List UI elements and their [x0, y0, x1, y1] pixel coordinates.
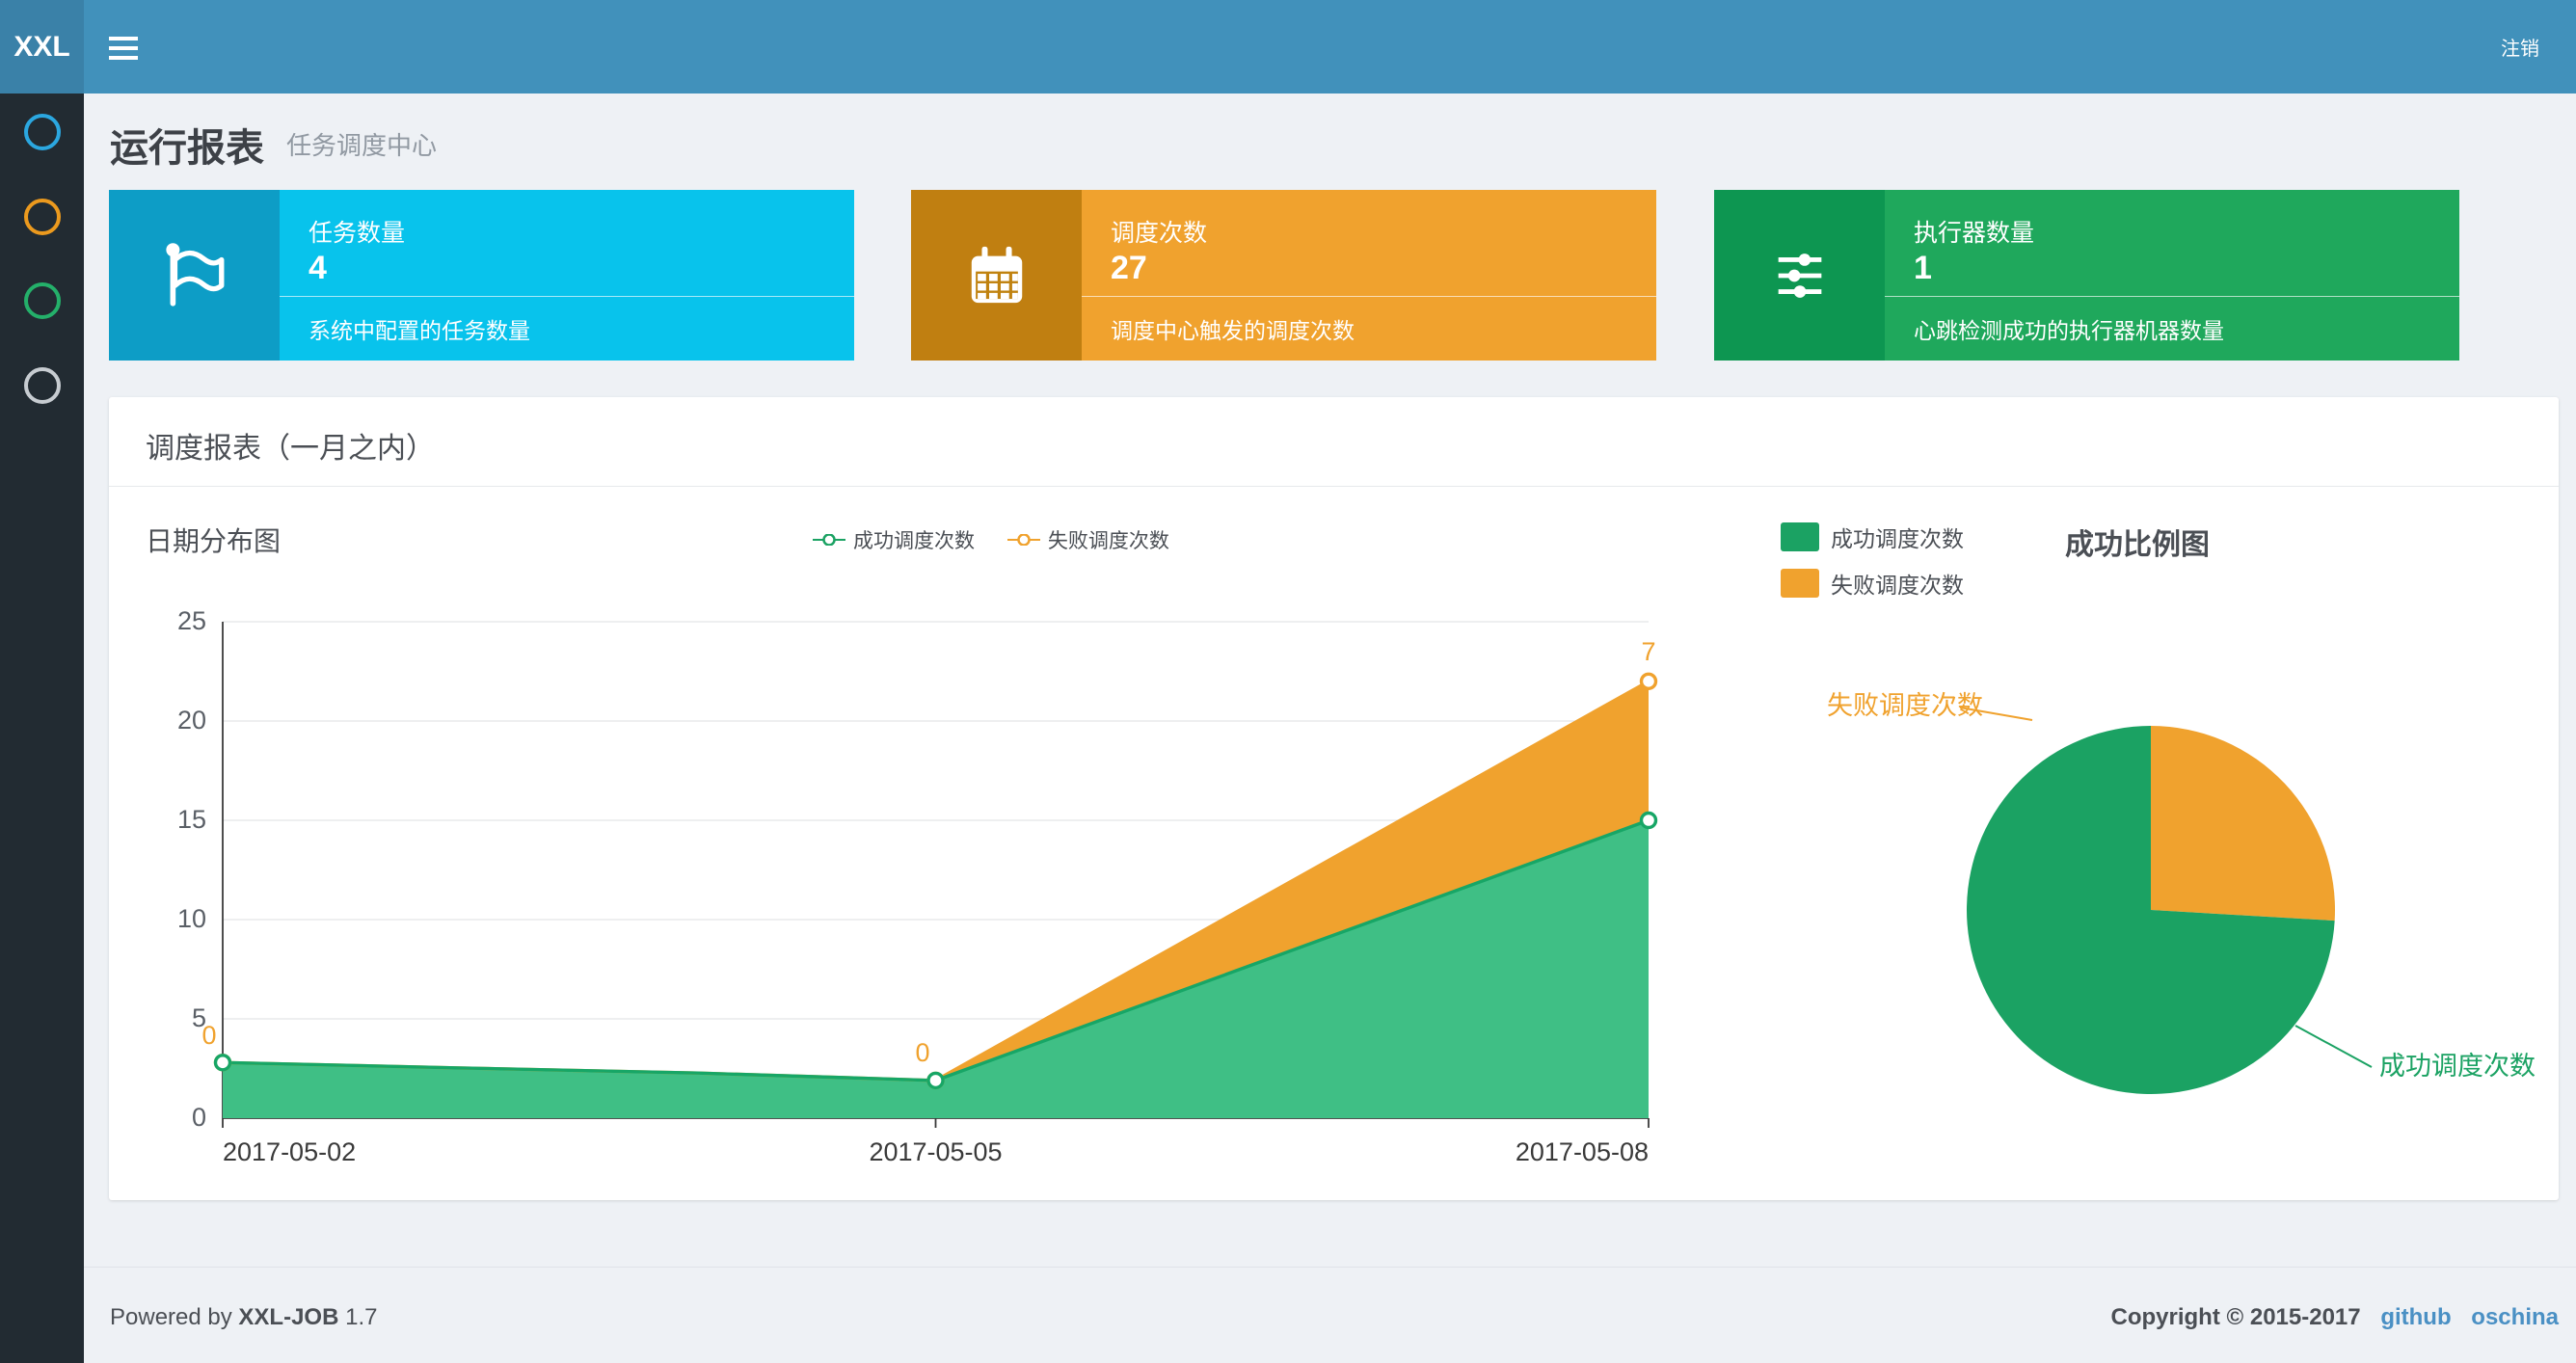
svg-text:0: 0 — [201, 1021, 216, 1050]
svg-text:失败调度次数: 失败调度次数 — [1827, 691, 1983, 720]
svg-text:2017-05-05: 2017-05-05 — [869, 1137, 1002, 1166]
svg-text:20: 20 — [177, 706, 206, 735]
svg-text:成功调度次数: 成功调度次数 — [2379, 1052, 2536, 1081]
svg-text:0: 0 — [192, 1103, 206, 1132]
svg-text:2017-05-02: 2017-05-02 — [223, 1137, 356, 1166]
svg-text:25: 25 — [177, 606, 206, 635]
svg-text:2017-05-08: 2017-05-08 — [1516, 1137, 1649, 1166]
svg-text:15: 15 — [177, 805, 206, 834]
svg-text:0: 0 — [915, 1038, 929, 1067]
svg-text:7: 7 — [1641, 637, 1655, 666]
svg-text:10: 10 — [177, 904, 206, 933]
